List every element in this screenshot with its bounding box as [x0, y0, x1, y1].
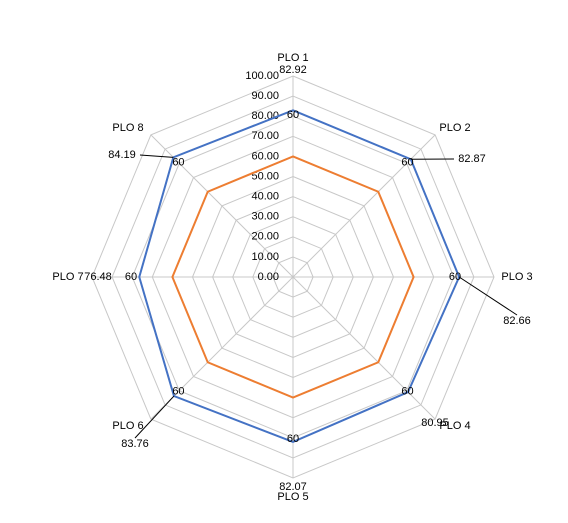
category-label: PLO 5	[277, 491, 308, 503]
category-label: PLO 2	[439, 122, 470, 134]
data-label: 80.95	[421, 417, 449, 429]
data-label: 60	[401, 385, 413, 397]
data-label: 82.92	[279, 64, 307, 76]
y-tick-label: 70.00	[251, 130, 279, 142]
data-label: 60	[287, 433, 299, 445]
y-tick-label: 10.00	[251, 251, 279, 263]
data-label: 84.19	[108, 149, 136, 161]
data-label: 60	[125, 271, 137, 283]
data-label: 82.87	[458, 153, 486, 165]
data-label: 82.66	[503, 315, 531, 327]
data-label: 60	[172, 385, 184, 397]
data-label: 82.07	[279, 481, 307, 493]
category-label: PLO 6	[112, 420, 143, 432]
data-label: 60	[401, 156, 413, 168]
data-label: 60	[449, 271, 461, 283]
y-tick-label: 30.00	[251, 211, 279, 223]
data-label: 60	[287, 109, 299, 121]
data-label: 76.48	[84, 271, 112, 283]
category-label: PLO 7	[52, 271, 83, 283]
data-label: 83.76	[121, 438, 149, 450]
series-line	[138, 109, 461, 444]
y-tick-label: 50.00	[251, 170, 279, 182]
y-tick-label: 40.00	[251, 191, 279, 203]
data-label: 60	[172, 156, 184, 168]
category-label: PLO 1	[277, 52, 308, 64]
y-tick-label: 20.00	[251, 231, 279, 243]
spoke	[292, 276, 436, 420]
y-tick-label: 60.00	[251, 150, 279, 162]
category-label: PLO 3	[501, 271, 532, 283]
category-label: PLO 8	[112, 122, 143, 134]
y-tick-label: 100.00	[245, 70, 279, 82]
leader-line	[134, 395, 175, 439]
y-tick-label: 90.00	[251, 90, 279, 102]
y-tick-label: 0.00	[258, 271, 279, 283]
leader-line	[139, 154, 174, 158]
leader-line	[458, 276, 518, 316]
spoke	[150, 134, 294, 278]
series-line	[171, 155, 415, 399]
category-label: PLO 4	[439, 420, 470, 432]
